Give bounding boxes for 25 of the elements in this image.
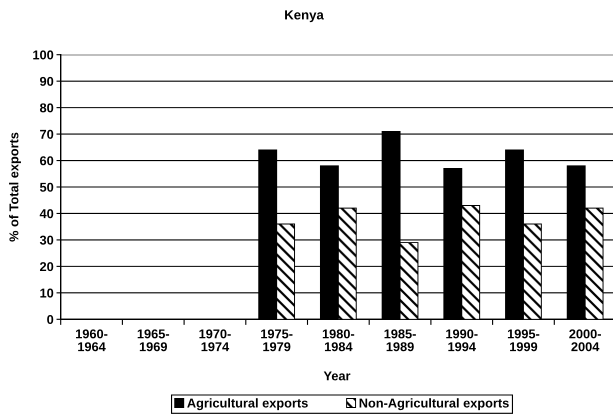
y-tick-label: 50 — [40, 182, 54, 192]
y-tick-label: 0 — [47, 315, 54, 324]
y-tick-label: 40 — [40, 209, 54, 218]
chart-title: Kenya — [285, 10, 324, 22]
x-tick-label: 1980- 1984 — [322, 329, 354, 352]
x-tick-label: 1995- 1999 — [508, 329, 540, 352]
x-tick-label: 1985- 1989 — [384, 329, 416, 352]
y-tick-label: 70 — [40, 130, 54, 139]
x-tick-label: 1975- 1979 — [261, 329, 292, 352]
y-tick-label: 10 — [40, 288, 54, 298]
y-tick-label: 80 — [40, 103, 54, 112]
x-axis-title: Year — [324, 372, 350, 380]
x-tick-label: 1990- 1994 — [446, 329, 478, 352]
y-tick-label: 90 — [40, 76, 54, 86]
y-tick-label: 20 — [40, 262, 54, 272]
y-tick-label: 60 — [40, 156, 54, 166]
x-tick-label: 1960- 1964 — [76, 329, 108, 352]
legend-label: Non-Agricultural exports — [360, 398, 509, 410]
y-tick-label: 100 — [33, 50, 54, 60]
y-axis-title: % of Total exports — [9, 132, 21, 242]
legend-label: Agricultural exports — [187, 398, 308, 410]
y-tick-label: 30 — [40, 236, 54, 245]
x-tick-label: 1970- 1974 — [199, 329, 231, 352]
x-tick-label: 1965- 1969 — [138, 329, 170, 352]
x-tick-label: 2000- 2004 — [569, 329, 601, 352]
